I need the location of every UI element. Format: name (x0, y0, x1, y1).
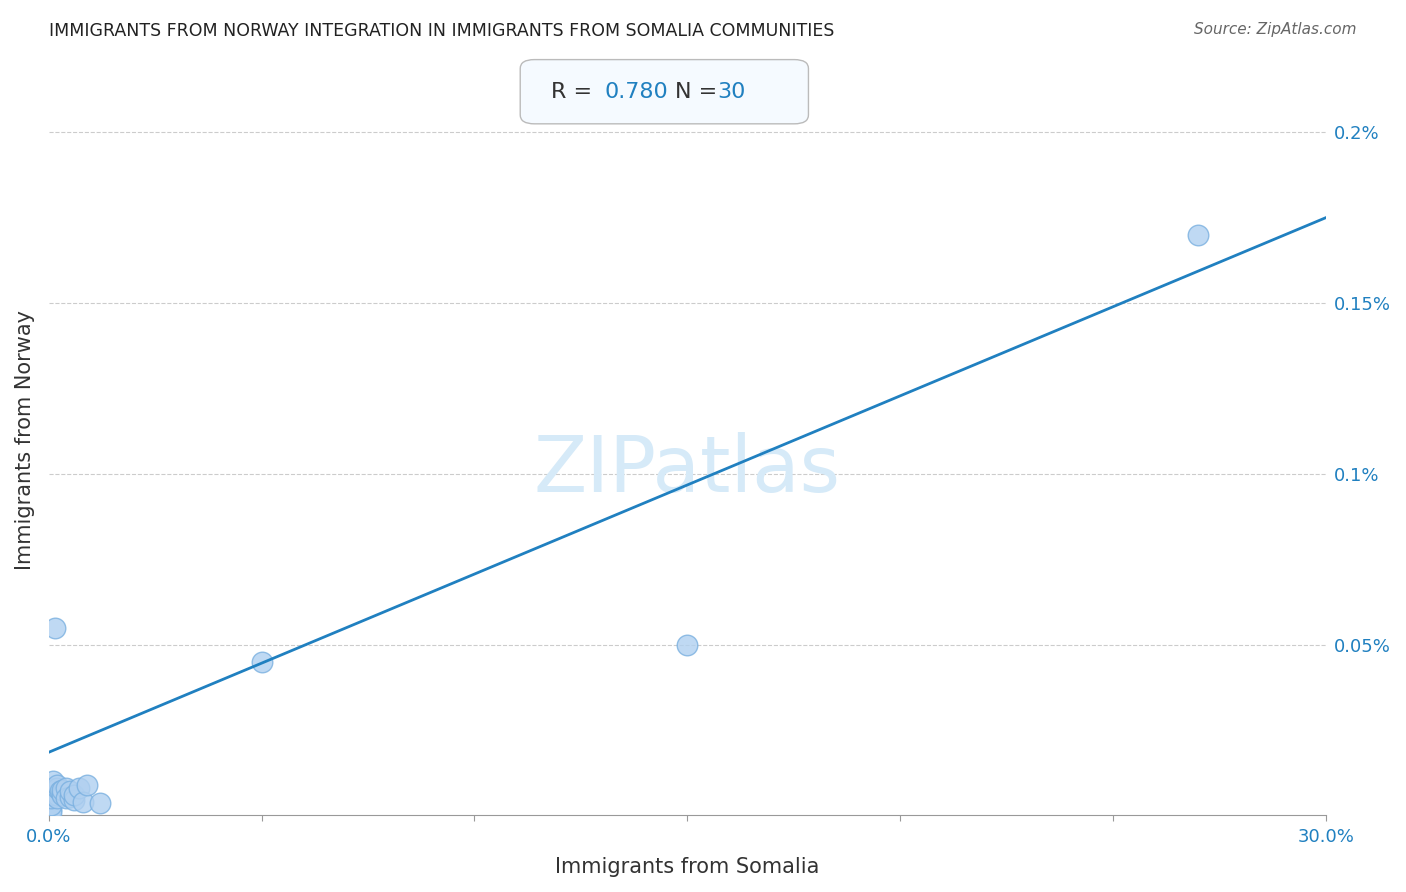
Point (55, 791, 77, 805)
Text: Source: ZipAtlas.com: Source: ZipAtlas.com (1194, 22, 1357, 37)
Point (39, 805, 62, 819)
Point (39, 798, 62, 813)
Point (72, 795, 94, 809)
Text: 30: 30 (717, 82, 745, 102)
Point (1187, 227, 1209, 242)
Point (39, 801, 62, 815)
Point (676, 638, 699, 652)
Point (46, 791, 69, 805)
Point (39, 791, 62, 805)
Point (42, 774, 65, 789)
Text: IMMIGRANTS FROM NORWAY INTEGRATION IN IMMIGRANTS FROM SOMALIA COMMUNITIES: IMMIGRANTS FROM NORWAY INTEGRATION IN IM… (49, 22, 835, 40)
Point (59, 784, 82, 798)
Point (51, 782, 73, 797)
Point (89, 797, 111, 811)
Point (250, 655, 273, 669)
Y-axis label: Immigrants from Norway: Immigrants from Norway (15, 310, 35, 570)
Point (51, 786, 73, 800)
Point (46, 788, 69, 802)
Point (42, 784, 65, 798)
Text: 0.780: 0.780 (605, 82, 668, 102)
X-axis label: Immigrants from Somalia: Immigrants from Somalia (555, 857, 820, 877)
Point (46, 778, 69, 792)
Text: R =: R = (551, 82, 599, 102)
Point (67, 780, 90, 795)
Point (46, 780, 69, 795)
Text: ZIPatlas: ZIPatlas (534, 432, 841, 508)
Point (51, 788, 73, 802)
Point (76, 778, 98, 792)
Point (42, 788, 65, 802)
Point (63, 788, 86, 802)
Point (55, 780, 77, 795)
Point (63, 793, 86, 807)
Point (59, 789, 82, 804)
Point (48, 784, 70, 798)
Text: N =: N = (675, 82, 724, 102)
Point (42, 780, 65, 795)
Point (44, 621, 66, 635)
